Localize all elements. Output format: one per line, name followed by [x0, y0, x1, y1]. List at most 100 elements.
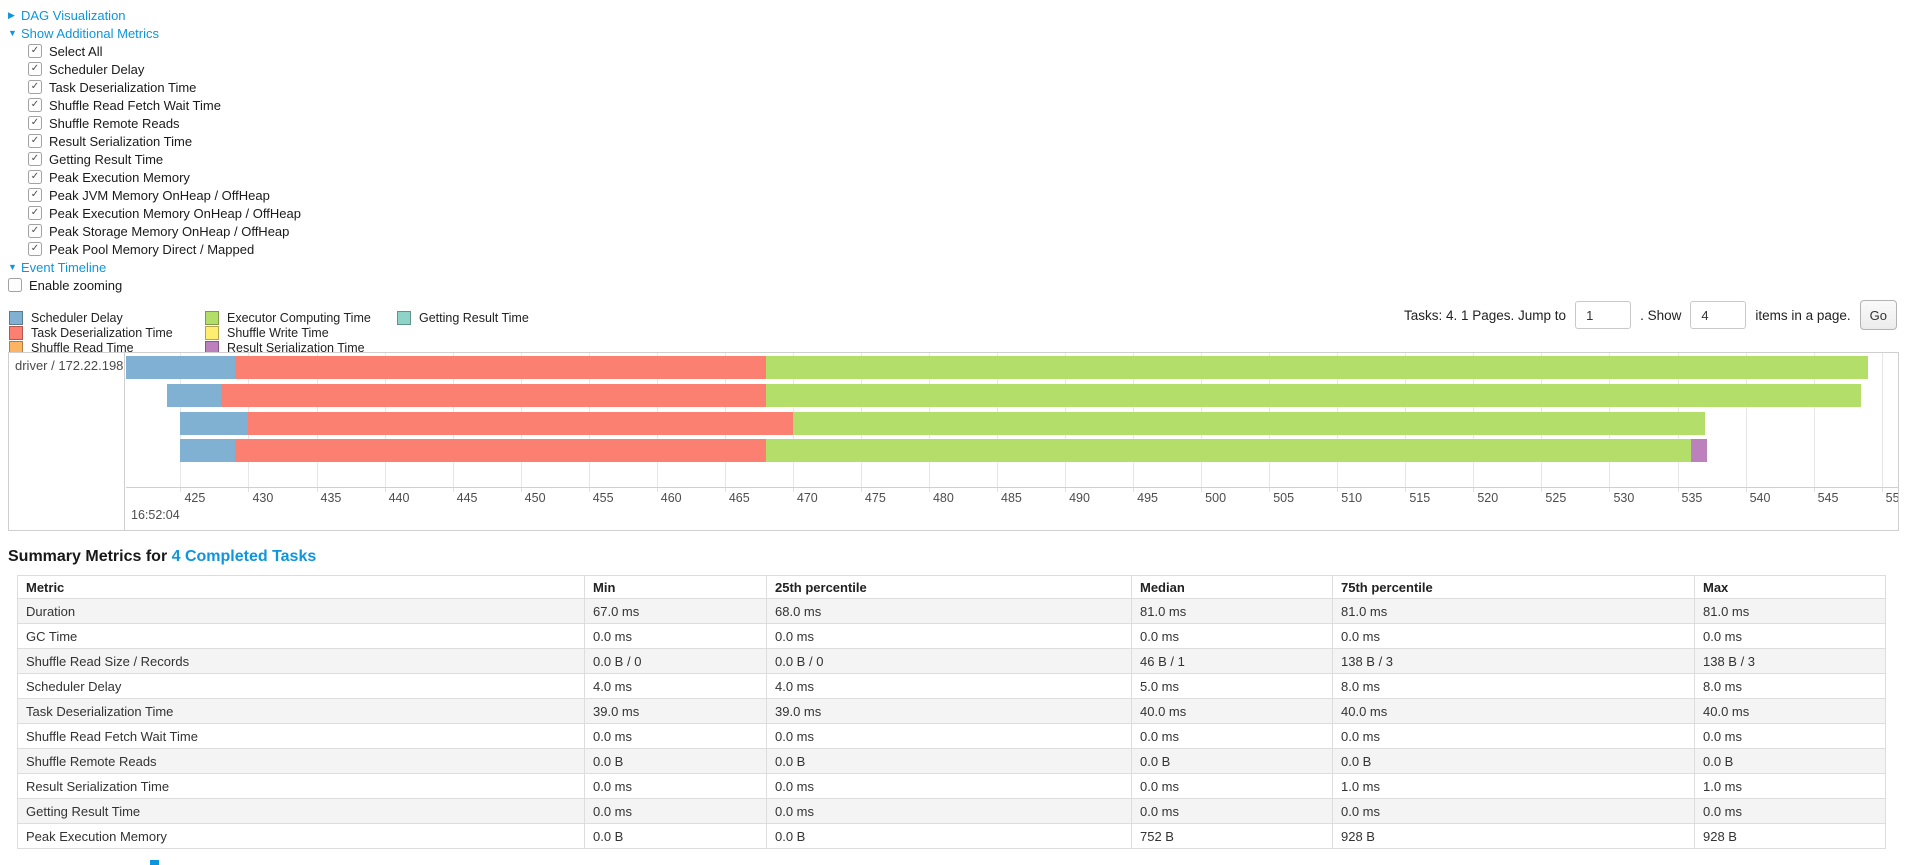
tick-mark — [1065, 488, 1067, 492]
metric-checkbox-row[interactable]: ✓ Shuffle Remote Reads — [8, 114, 1907, 132]
tick-mark — [316, 488, 318, 492]
legend-item: Shuffle Write Time — [205, 325, 381, 340]
tick-mark — [1677, 488, 1679, 492]
tick-mark — [248, 488, 250, 492]
task-bar-segment-task-deserialization[interactable] — [234, 439, 766, 462]
table-row: Peak Execution Memory 0.0 B 0.0 B 752 B 928 … — [17, 823, 1886, 849]
table-row: Duration 67.0 ms 68.0 ms 81.0 ms 81.0 ms 81.0… — [17, 598, 1886, 624]
tick-mark — [588, 488, 590, 492]
show-additional-metrics-toggle[interactable]: ▼ Show Additional Metrics — [8, 24, 159, 42]
metric-value-cell: 0.0 B — [1332, 748, 1695, 774]
table-row: Getting Result Time 0.0 ms 0.0 ms 0.0 ms 0.0… — [17, 798, 1886, 824]
dag-visualization-toggle[interactable]: ▶ DAG Visualization — [8, 6, 126, 24]
legend-label: Shuffle Read Time — [31, 340, 134, 355]
task-bar-segment-scheduler-delay[interactable] — [180, 412, 249, 435]
metric-value-cell: 39.0 ms — [766, 698, 1132, 724]
legend-item: Executor Computing Time — [205, 310, 381, 325]
event-timeline-label: Event Timeline — [21, 259, 107, 275]
metric-checkbox[interactable]: ✓ — [28, 134, 42, 148]
metric-checkbox-row[interactable]: ✓ Peak Pool Memory Direct / Mapped — [8, 240, 1907, 258]
legend-column: Scheduler Delay Task Deserialization Time… — [9, 310, 189, 355]
gridline — [1881, 353, 1883, 487]
task-bar-segment-result-serialization[interactable] — [1691, 439, 1708, 462]
timeline-x-axis: 425 430 435 440 445 450 455 460 465 470 475 480 485 4… — [126, 488, 1898, 530]
metric-checkbox[interactable]: ✓ — [28, 188, 42, 202]
metric-checkbox-row[interactable]: ✓ Result Serialization Time — [8, 132, 1907, 150]
tick-mark — [1541, 488, 1543, 492]
axis-base-time-label: 16:52:04 — [131, 508, 180, 522]
completed-tasks-link[interactable]: 4 Completed Tasks — [171, 548, 317, 565]
metric-checkbox[interactable]: ✓ — [28, 116, 42, 130]
metric-value-cell: 81.0 ms — [1694, 598, 1886, 624]
metric-checkbox[interactable]: ✓ — [28, 98, 42, 112]
go-button[interactable]: Go — [1859, 300, 1897, 330]
event-timeline-toggle[interactable]: ▼ Event Timeline — [8, 258, 106, 276]
metric-checkbox-row[interactable]: ✓ Peak Storage Memory OnHeap / OffHeap — [8, 222, 1907, 240]
metric-checkbox-row[interactable]: ✓ Select All — [8, 42, 1907, 60]
jump-to-page-input[interactable] — [1575, 301, 1632, 329]
legend-label: Getting Result Time — [419, 310, 529, 325]
task-deserialization-swatch-icon — [9, 325, 23, 340]
metric-checkbox[interactable]: ✓ — [28, 170, 42, 184]
tick-mark — [860, 488, 862, 492]
metric-checkbox-row[interactable]: ✓ Peak JVM Memory OnHeap / OffHeap — [8, 186, 1907, 204]
chevron-down-icon: ▼ — [8, 262, 17, 272]
task-bar-segment-executor-computing[interactable] — [765, 439, 1692, 462]
timeline-header: Scheduler Delay Task Deserialization Time… — [8, 294, 1899, 355]
metric-checkbox[interactable]: ✓ — [28, 44, 42, 58]
task-bar-segment-scheduler-delay[interactable] — [126, 356, 235, 379]
metric-value-cell: 0.0 ms — [584, 773, 767, 799]
metric-name-cell: Shuffle Read Fetch Wait Time — [17, 723, 585, 749]
items-per-page-input[interactable] — [1690, 301, 1747, 329]
tick-mark — [1473, 488, 1475, 492]
summary-column-header: Max — [1694, 575, 1886, 599]
task-bar-segment-executor-computing[interactable] — [792, 412, 1705, 435]
metric-checkbox-row[interactable]: ✓ Scheduler Delay — [8, 60, 1907, 78]
metric-checkbox-row[interactable]: ✓ Task Deserialization Time — [8, 78, 1907, 96]
metric-checkbox[interactable]: ✓ — [28, 206, 42, 220]
metric-value-cell: 46 B / 1 — [1131, 648, 1333, 674]
metric-checkbox-row[interactable]: ✓ Peak Execution Memory OnHeap / OffHeap — [8, 204, 1907, 222]
executor-computing-swatch-icon — [205, 310, 219, 325]
timeline-plot-area — [126, 353, 1898, 488]
task-bar-segment-scheduler-delay[interactable] — [166, 384, 222, 407]
metric-checkbox[interactable]: ✓ — [28, 80, 42, 94]
axis-tick-label: 425 — [184, 491, 206, 505]
task-bar-segment-task-deserialization[interactable] — [221, 384, 766, 407]
metric-checkbox-row[interactable]: ✓ Shuffle Read Fetch Wait Time — [8, 96, 1907, 114]
axis-tick-label: 485 — [1001, 491, 1022, 505]
metric-value-cell: 0.0 ms — [1131, 773, 1333, 799]
task-bar-segment-task-deserialization[interactable] — [234, 356, 766, 379]
enable-zooming-checkbox-row[interactable]: Enable zooming — [8, 276, 1907, 294]
table-row: Shuffle Remote Reads 0.0 B 0.0 B 0.0 B 0.0 B… — [17, 748, 1886, 774]
table-row: Scheduler Delay 4.0 ms 4.0 ms 5.0 ms 8.0 ms 8… — [17, 673, 1886, 699]
metric-checkbox[interactable]: ✓ — [28, 62, 42, 76]
metric-value-cell: 40.0 ms — [1694, 698, 1886, 724]
additional-metrics-checkbox-list: ✓ Select All ✓ Scheduler Delay ✓ Task Deseria… — [8, 42, 1907, 258]
pagination-suffix-text: items in a page. — [1755, 307, 1851, 323]
metric-value-cell: 0.0 ms — [1332, 723, 1695, 749]
task-bar-segment-scheduler-delay[interactable] — [180, 439, 235, 462]
metric-checkbox[interactable]: ✓ — [28, 242, 42, 256]
metric-value-cell: 81.0 ms — [1131, 598, 1333, 624]
task-bar-segment-executor-computing[interactable] — [765, 384, 1862, 407]
metric-value-cell: 67.0 ms — [584, 598, 767, 624]
metric-value-cell: 0.0 ms — [1131, 798, 1333, 824]
task-bar-segment-executor-computing[interactable] — [765, 356, 1869, 379]
metric-name-cell: GC Time — [17, 623, 585, 649]
table-row: Result Serialization Time 0.0 ms 0.0 ms 0.0… — [17, 773, 1886, 799]
metric-name-cell: Result Serialization Time — [17, 773, 585, 799]
metric-value-cell: 0.0 B — [1694, 748, 1886, 774]
metric-checkbox-row[interactable]: ✓ Getting Result Time — [8, 150, 1907, 168]
tick-mark — [1133, 488, 1135, 492]
task-bar-segment-task-deserialization[interactable] — [248, 412, 793, 435]
axis-tick-label: 440 — [388, 491, 410, 505]
metric-checkbox[interactable]: ✓ — [28, 152, 42, 166]
legend-item: Task Deserialization Time — [9, 325, 189, 340]
metric-checkbox-row[interactable]: ✓ Peak Execution Memory — [8, 168, 1907, 186]
metric-value-cell: 0.0 B — [766, 748, 1132, 774]
metric-checkbox[interactable]: ✓ — [28, 224, 42, 238]
gridline — [1745, 353, 1747, 487]
enable-zooming-checkbox[interactable] — [8, 278, 22, 292]
table-row: Task Deserialization Time 39.0 ms 39.0 ms 4… — [17, 698, 1886, 724]
